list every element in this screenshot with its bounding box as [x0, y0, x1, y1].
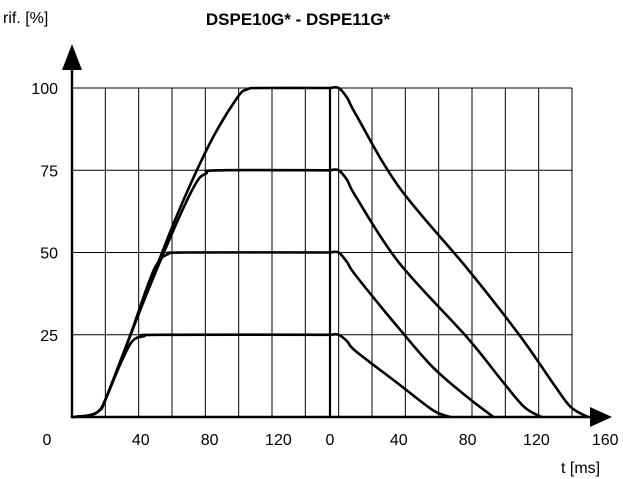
x-axis-arrow: [590, 407, 612, 427]
x-tick-label: 40: [390, 432, 408, 449]
y-tick-labels: 25 50 75 100: [31, 81, 58, 345]
x-tick-label: 160: [592, 432, 619, 449]
x-tick-label: 120: [523, 432, 550, 449]
rise-curve-25: [70, 333, 332, 419]
chart-title: DSPE10G* - DSPE11G*: [206, 10, 391, 29]
response-curves: [70, 85, 590, 419]
fall-curve-50: [328, 250, 495, 419]
x-tick-label: 80: [459, 432, 477, 449]
fall-curve-100: [328, 85, 590, 419]
y-tick-label: 25: [40, 328, 58, 345]
x-tick-label: 120: [265, 432, 292, 449]
y-tick-label: 100: [31, 81, 58, 98]
x-tick-label: 40: [132, 432, 150, 449]
origin-label: 0: [43, 432, 52, 449]
x-tick-label: 0: [326, 432, 335, 449]
x-axis-label: t [ms]: [561, 460, 600, 477]
rise-curve-75: [70, 168, 332, 419]
fall-curve-75: [328, 168, 543, 419]
y-axis-label: rif. [%]: [3, 10, 48, 27]
y-tick-label: 50: [40, 246, 58, 263]
x-tick-label: 80: [201, 432, 219, 449]
fall-curve-25: [328, 333, 452, 419]
y-axis-arrow: [62, 44, 82, 70]
x-tick-labels: 40 80 120 0 40 80 120 160: [132, 432, 619, 449]
axes: [62, 44, 612, 427]
y-tick-label: 75: [40, 163, 58, 180]
